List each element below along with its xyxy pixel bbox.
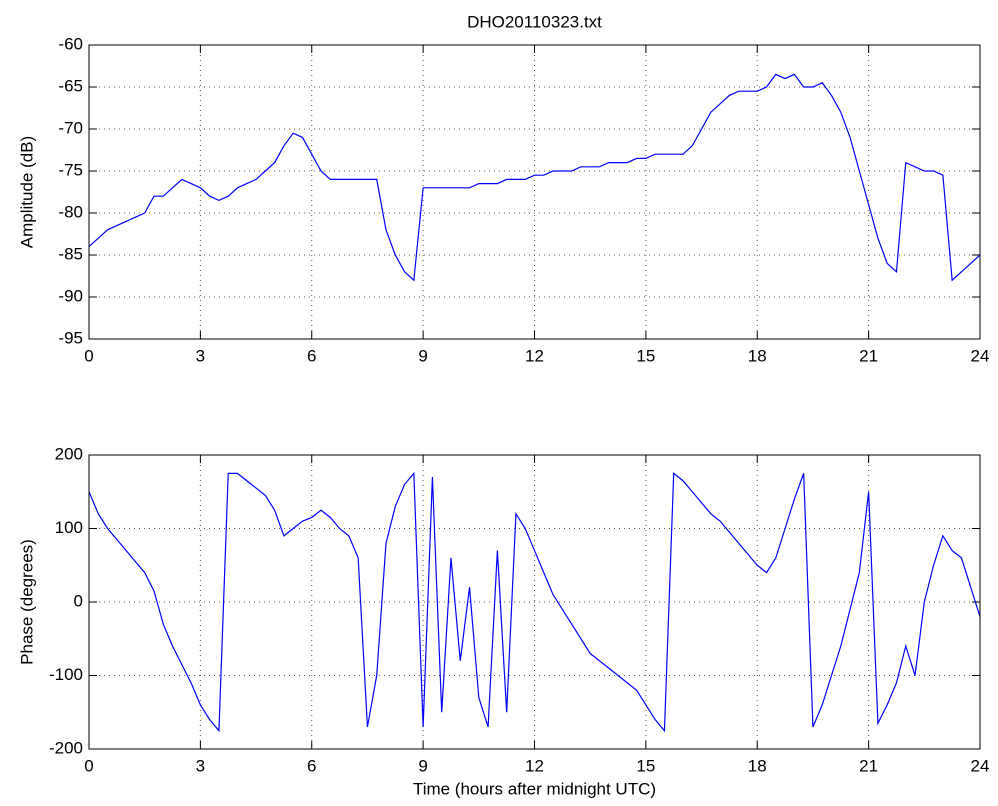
axes-box xyxy=(88,454,981,750)
y-tick-label: -80 xyxy=(58,202,83,221)
y-tick-label: -90 xyxy=(58,286,83,305)
x-tick-label: 6 xyxy=(307,756,316,775)
y-axis-label: Amplitude (dB) xyxy=(17,136,36,248)
x-axis-label: Time (hours after midnight UTC) xyxy=(413,779,656,798)
y-tick-label: -200 xyxy=(49,738,83,757)
x-tick-label: 18 xyxy=(748,756,767,775)
x-tick-label: 9 xyxy=(418,346,427,365)
y-tick-label: -100 xyxy=(49,665,83,684)
plot-area xyxy=(89,45,980,339)
x-tick-label: 18 xyxy=(748,346,767,365)
data-line xyxy=(88,73,981,282)
chart-title: DHO20110323.txt xyxy=(467,12,602,31)
x-tick-label: 24 xyxy=(971,346,990,365)
y-tick-label: -65 xyxy=(58,76,83,95)
x-tick-label: 21 xyxy=(859,756,878,775)
axes-box xyxy=(88,44,981,340)
y-tick-label: -70 xyxy=(58,118,83,137)
y-tick-label: 200 xyxy=(55,444,83,463)
x-tick-label: 6 xyxy=(307,346,316,365)
x-tick-label: 15 xyxy=(636,756,655,775)
y-axis-label: Phase (degrees) xyxy=(17,539,36,665)
y-tick-label: -95 xyxy=(58,328,83,347)
x-tick-label: 12 xyxy=(525,756,544,775)
y-tick-label: -85 xyxy=(58,244,83,263)
x-tick-label: 15 xyxy=(636,346,655,365)
y-tick-label: 100 xyxy=(55,518,83,537)
x-tick-label: 12 xyxy=(525,346,544,365)
x-tick-label: 21 xyxy=(859,346,878,365)
x-tick-label: 3 xyxy=(196,346,205,365)
data-line xyxy=(88,471,981,733)
x-tick-label: 24 xyxy=(971,756,990,775)
y-tick-label: -60 xyxy=(58,34,83,53)
y-tick-label: -75 xyxy=(58,160,83,179)
x-tick-label: 0 xyxy=(84,346,93,365)
y-tick-label: 0 xyxy=(74,591,83,610)
x-tick-label: 3 xyxy=(196,756,205,775)
x-tick-label: 0 xyxy=(84,756,93,775)
x-tick-label: 9 xyxy=(418,756,427,775)
